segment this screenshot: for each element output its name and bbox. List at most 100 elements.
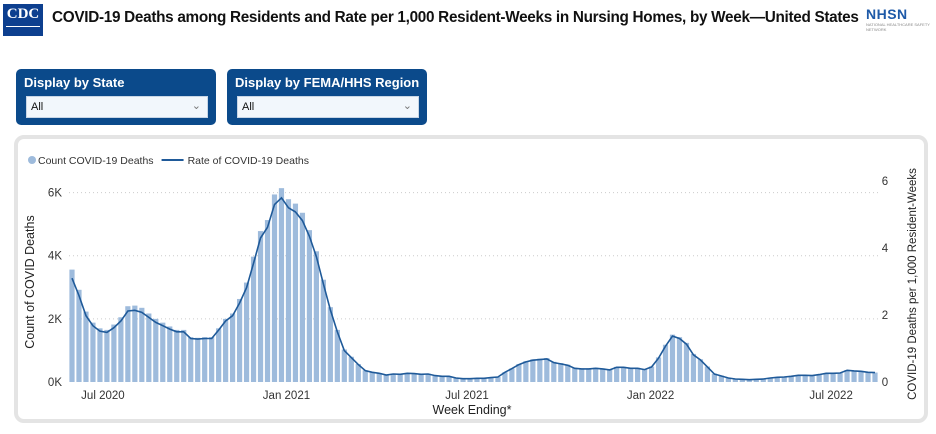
bar[interactable] [125,306,131,382]
bar[interactable] [858,370,864,382]
bar[interactable] [530,359,536,382]
bar[interactable] [153,318,159,382]
bar[interactable] [732,378,738,382]
bar[interactable] [795,375,801,382]
bar[interactable] [362,370,368,382]
bar[interactable] [816,374,822,382]
bar[interactable] [76,289,82,382]
bar[interactable] [320,279,326,382]
bar[interactable] [467,378,473,382]
bar[interactable] [216,328,222,382]
region-dropdown[interactable]: All ⌄ [237,96,419,118]
bar[interactable] [271,194,278,382]
bar[interactable] [383,374,389,382]
bar[interactable] [278,188,285,382]
bar[interactable] [111,324,117,382]
bar[interactable] [788,376,794,382]
bar[interactable] [655,357,662,382]
bar[interactable] [83,311,89,382]
bar[interactable] [607,369,613,382]
bar[interactable] [439,376,445,382]
bar[interactable] [299,212,306,382]
bar[interactable] [460,378,466,382]
bar[interactable] [669,334,676,382]
bar[interactable] [411,373,417,382]
bar[interactable] [160,322,166,382]
bar[interactable] [432,375,438,382]
bar[interactable] [704,366,711,382]
bar[interactable] [313,251,319,382]
bar[interactable] [523,361,529,382]
bar[interactable] [579,368,585,382]
bar[interactable] [167,326,173,382]
bar[interactable] [285,199,292,382]
bar[interactable] [593,367,599,382]
bar[interactable] [767,377,773,382]
bar[interactable] [69,269,75,382]
bar[interactable] [376,373,382,382]
bar[interactable] [516,364,522,382]
bar[interactable] [641,369,648,382]
bar[interactable] [648,366,655,382]
bar[interactable] [711,373,717,382]
bar[interactable] [634,367,641,382]
bar[interactable] [264,220,271,382]
bar[interactable] [404,373,410,382]
bar[interactable] [243,282,250,382]
bar[interactable] [488,377,494,382]
bar[interactable] [425,373,431,382]
bar[interactable] [292,203,299,382]
bar[interactable] [837,372,843,382]
bar[interactable] [327,307,333,382]
bar[interactable] [690,353,697,382]
bar[interactable] [202,337,208,382]
bar[interactable] [481,378,487,382]
bar[interactable] [502,372,508,382]
state-dropdown[interactable]: All ⌄ [26,96,208,118]
bar[interactable] [558,363,564,382]
bar[interactable] [851,370,857,382]
bar[interactable] [250,256,257,382]
bar[interactable] [390,373,396,382]
bar[interactable] [223,318,229,382]
bar[interactable] [188,337,194,382]
bar[interactable] [146,313,152,382]
bar[interactable] [697,359,704,382]
bar[interactable] [495,376,501,382]
bar[interactable] [418,374,424,382]
bar[interactable] [90,322,96,382]
bar[interactable] [474,378,480,382]
bar[interactable] [97,328,103,382]
bar[interactable] [174,329,180,382]
bar[interactable] [446,376,452,382]
bar[interactable] [195,337,201,382]
bar[interactable] [802,375,808,382]
bar[interactable] [830,373,836,382]
bar[interactable] [781,376,787,382]
bar[interactable] [621,366,627,382]
bar[interactable] [746,379,752,382]
bar[interactable] [453,377,459,382]
bar[interactable] [104,329,110,382]
bar[interactable] [760,378,766,382]
bar[interactable] [600,368,606,382]
bar[interactable] [844,370,850,382]
bar[interactable] [257,231,264,382]
bar[interactable] [753,379,759,382]
bar[interactable] [355,364,361,382]
bar[interactable] [139,307,145,382]
bar[interactable] [774,377,780,382]
bar[interactable] [132,305,138,382]
bar[interactable] [572,367,578,382]
bar[interactable] [537,358,543,382]
bar[interactable] [341,349,347,382]
bar[interactable] [209,337,215,382]
bar[interactable] [334,329,340,382]
bar[interactable] [551,361,557,382]
bar[interactable] [865,371,871,382]
bar[interactable] [348,356,354,382]
bar[interactable] [236,298,243,382]
bar[interactable] [628,367,634,382]
bar[interactable] [369,372,375,382]
bar[interactable] [683,342,690,382]
